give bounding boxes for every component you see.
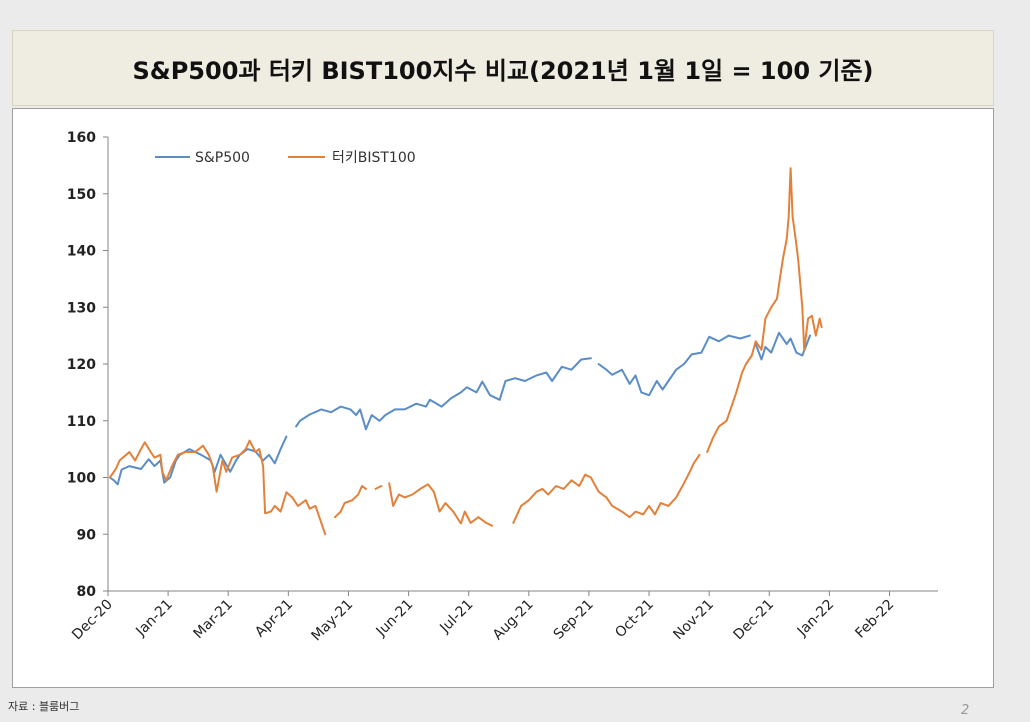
y-tick-label: 80 [77,584,97,600]
x-tick-label: Jan-21 [132,597,175,640]
y-tick-label: 130 [67,300,96,316]
chart-panel: S&P500 터키BIST100 80 90 100 110 120 130 140 150 1… [12,108,994,688]
legend-label-sp500: S&P500 [195,150,250,166]
y-tick-label: 120 [67,357,96,373]
x-tick-label: Jul-21 [436,597,476,637]
y-tick-label: 90 [77,527,97,543]
x-tick-label: Aug-21 [490,597,537,644]
y-tick-label: 140 [67,244,96,260]
y-tick-label: 150 [67,187,96,203]
x-tick-label: Nov-21 [670,597,717,644]
legend-label-bist100: 터키BIST100 [332,150,416,166]
x-tick-label: Jun-21 [373,597,417,641]
source-note: 자료 : 블룸버그 [8,700,80,713]
x-tick-label: May-21 [309,597,357,645]
title-box: S&P500과 터키 BIST100지수 비교(2021년 1월 1일 = 10… [12,30,994,106]
x-tick-label: Oct-21 [612,597,657,642]
x-tick-label: Mar-21 [191,597,237,643]
y-tick-label: 160 [67,130,96,146]
y-tick-label: 110 [67,414,96,430]
series-line-bist100 [108,167,823,536]
legend: S&P500 터키BIST100 [155,150,416,166]
x-tick-label: Sep-21 [551,597,597,643]
x-tick-label: Dec-20 [69,597,116,644]
line-chart: S&P500 터키BIST100 80 90 100 110 120 130 140 150 1… [67,130,938,645]
x-tick-label: Dec-21 [730,597,777,644]
x-tick-label: Jan-22 [794,597,837,640]
page-number: 2 [961,703,970,718]
x-tick-label: Feb-22 [852,597,897,642]
y-tick-label: 100 [67,471,96,487]
series-line-sp500 [108,331,811,486]
slide-title: S&P500과 터키 BIST100지수 비교(2021년 1월 1일 = 10… [132,56,874,85]
x-tick-label: Apr-21 [252,597,296,641]
